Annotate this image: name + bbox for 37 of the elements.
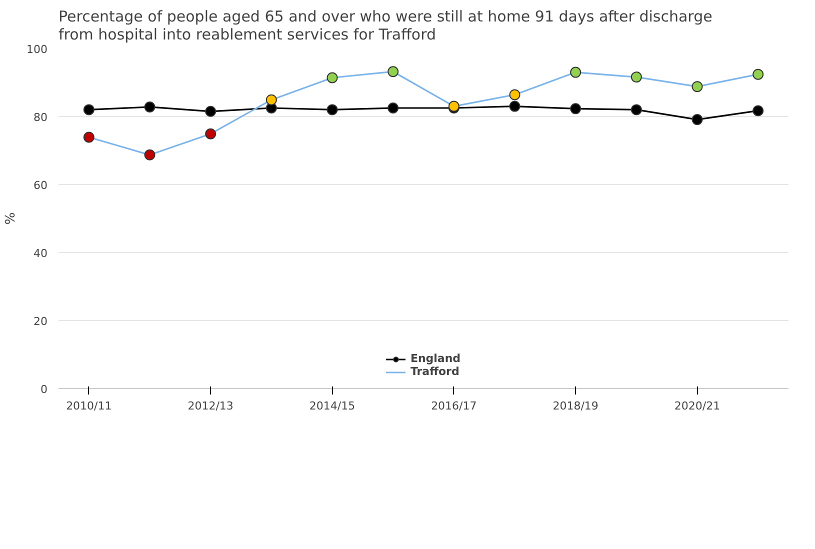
point [83,132,94,143]
legend-label: Trafford [410,365,460,378]
point [388,66,399,78]
point [326,72,338,84]
y-axis-title: % [4,212,19,225]
point [509,89,520,100]
legend-label: England [410,352,461,365]
point [205,106,216,117]
y-tick-label: 0 [40,383,48,396]
point [144,101,156,112]
point [630,72,642,83]
point [205,128,216,140]
y-tick-label: 80 [34,111,48,124]
point [388,102,399,114]
point [509,100,520,112]
point [570,66,582,78]
chart-title: Percentage of people aged 65 and over who were still at home 91 days after discharge from hospital into reablement services for Trafford [58,8,712,44]
x-tick-label: 2020/21 [674,400,720,412]
point [752,105,764,116]
x-tick-label: 2012/13 [188,400,234,412]
point [752,68,764,80]
y-tick-label: 60 [34,179,48,192]
y-tick-label: 40 [34,247,48,260]
x-tick-label: 2014/15 [309,400,356,412]
point [326,104,338,116]
point [692,114,703,126]
point [144,149,156,160]
x-tick-label: 2010/11 [66,400,112,412]
y-tick-label: 100 [26,43,48,56]
point [266,94,277,106]
y-tick-label: 20 [34,315,48,328]
point [630,104,642,116]
x-tick-label: 2016/17 [431,400,477,412]
x-tick-label: 2018/19 [552,400,598,412]
point [83,104,94,116]
point [570,103,582,114]
point [692,81,703,92]
